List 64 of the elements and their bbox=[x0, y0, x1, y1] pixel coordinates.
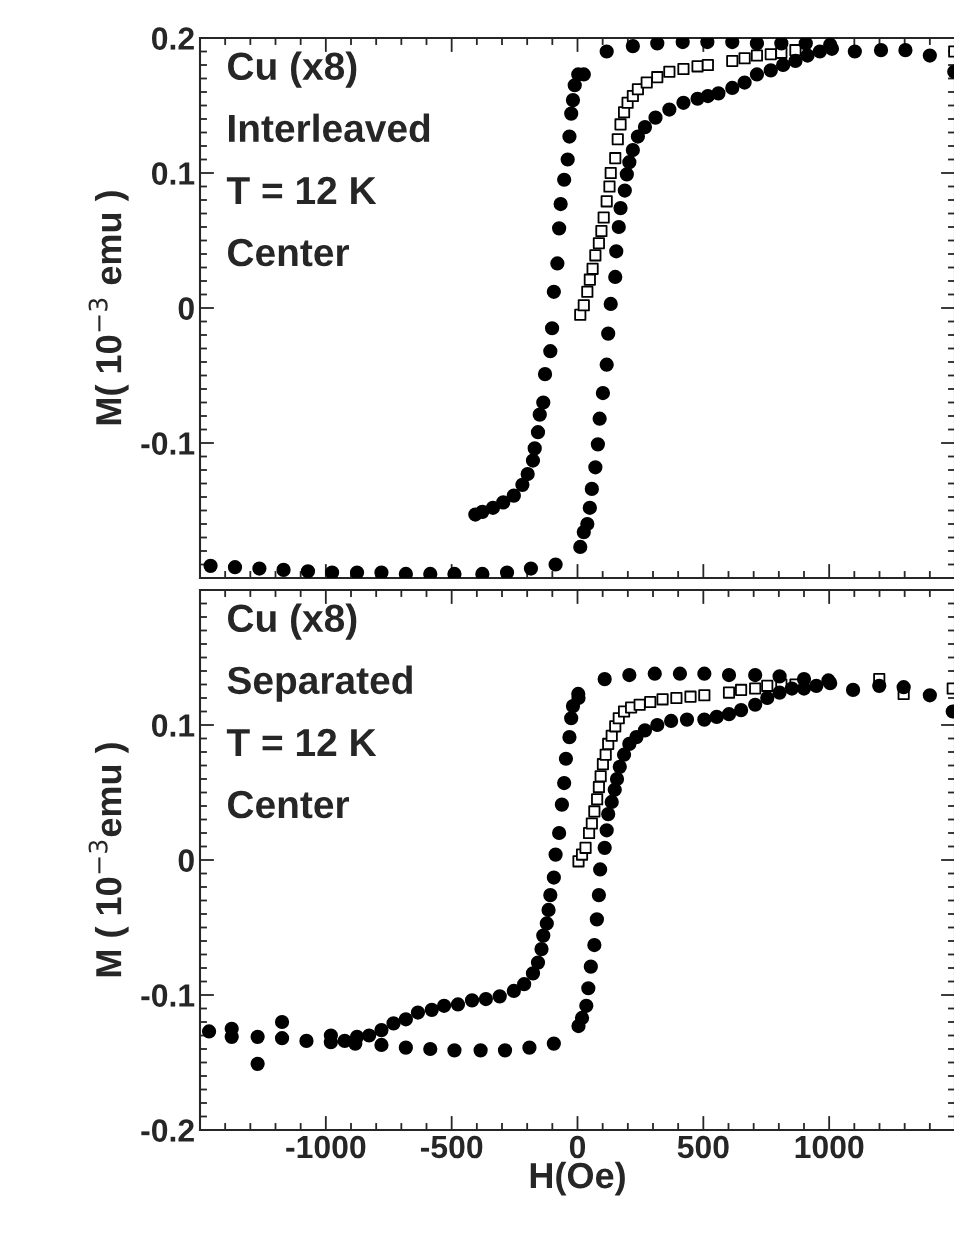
x-tick-label: -1000 bbox=[286, 1135, 366, 1159]
point bbox=[609, 152, 622, 165]
annotation: Interleaved bbox=[229, 113, 430, 143]
point bbox=[574, 308, 587, 321]
x-tick-label: 0 bbox=[569, 1135, 586, 1159]
point bbox=[656, 693, 669, 706]
point bbox=[701, 58, 714, 72]
x-tick-label: 500 bbox=[677, 1135, 729, 1159]
point bbox=[577, 299, 590, 312]
x-tick-label: -500 bbox=[420, 1135, 483, 1159]
point bbox=[597, 211, 610, 224]
x-axis-title: H(Oe) bbox=[530, 1161, 625, 1196]
point bbox=[722, 686, 736, 699]
annotation: Center bbox=[228, 238, 350, 267]
point bbox=[614, 118, 627, 131]
point bbox=[599, 748, 612, 761]
point bbox=[640, 76, 653, 89]
point bbox=[761, 679, 774, 692]
y-tick-label: 0 bbox=[178, 297, 194, 320]
point bbox=[595, 224, 608, 238]
point bbox=[594, 770, 607, 783]
point bbox=[592, 781, 605, 794]
point bbox=[604, 166, 617, 180]
point bbox=[603, 180, 616, 193]
point bbox=[749, 682, 762, 695]
point bbox=[583, 273, 596, 286]
point bbox=[738, 52, 751, 65]
point bbox=[698, 689, 711, 702]
annotation: T = 12 K bbox=[226, 176, 377, 204]
point bbox=[735, 683, 748, 696]
annotation: Center bbox=[228, 790, 350, 819]
point bbox=[585, 817, 598, 830]
point bbox=[670, 691, 683, 705]
annotation: Cu (x8) bbox=[228, 603, 357, 640]
point bbox=[663, 65, 676, 78]
point bbox=[651, 71, 664, 84]
y-tick-label: 0.1 bbox=[152, 714, 195, 737]
annotation: Separated bbox=[227, 665, 412, 702]
y-axis-title: M( 10$^{−3}$ emu ) bbox=[88, 191, 129, 425]
y-tick-label: -0.1 bbox=[141, 984, 195, 1007]
annotation: Cu (x8) bbox=[228, 51, 357, 88]
point bbox=[600, 195, 613, 208]
point bbox=[592, 237, 605, 250]
point bbox=[588, 805, 601, 818]
point bbox=[579, 841, 592, 854]
y-tick-label: -0.2 bbox=[141, 1119, 194, 1142]
point bbox=[684, 690, 697, 703]
y-tick-label: 0 bbox=[178, 849, 194, 872]
y-axis-title: M ( 10$^{−3}$emu ) bbox=[88, 743, 129, 977]
point bbox=[644, 695, 657, 709]
point bbox=[691, 60, 704, 73]
y-tick-label: -0.1 bbox=[141, 432, 195, 455]
y-tick-label: 0.2 bbox=[152, 27, 194, 50]
annotation: T = 12 K bbox=[226, 728, 377, 756]
point bbox=[589, 249, 602, 262]
point bbox=[726, 54, 739, 68]
point bbox=[677, 62, 690, 76]
point bbox=[586, 262, 599, 275]
point bbox=[611, 133, 624, 146]
y-tick-label: 0.1 bbox=[152, 162, 195, 185]
point bbox=[581, 285, 594, 298]
point bbox=[750, 49, 763, 62]
x-tick-label: 1000 bbox=[795, 1135, 864, 1159]
point bbox=[591, 793, 604, 806]
